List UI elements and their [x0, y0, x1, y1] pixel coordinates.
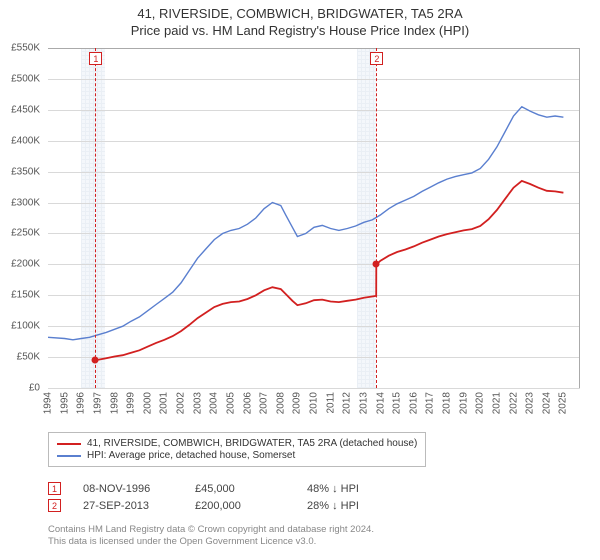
sale-dot — [92, 357, 99, 364]
y-tick-label: £550K — [11, 43, 40, 54]
x-tick-label: 2002 — [176, 392, 187, 414]
legend-box: 41, RIVERSIDE, COMBWICH, BRIDGWATER, TA5… — [48, 432, 426, 467]
transaction-marker: 2 — [48, 499, 61, 512]
y-tick-label: £200K — [11, 259, 40, 270]
x-tick-label: 2007 — [259, 392, 270, 414]
y-tick-label: £150K — [11, 290, 40, 301]
legend-item: HPI: Average price, detached house, Some… — [57, 450, 417, 461]
chart-container: 41, RIVERSIDE, COMBWICH, BRIDGWATER, TA5… — [0, 0, 600, 560]
transaction-date: 08-NOV-1996 — [83, 483, 173, 495]
footer-attribution: Contains HM Land Registry data © Crown c… — [48, 524, 374, 549]
x-tick-label: 2017 — [425, 392, 436, 414]
legend-label: HPI: Average price, detached house, Some… — [87, 450, 295, 461]
x-tick-label: 2024 — [541, 392, 552, 414]
y-tick-label: £50K — [17, 352, 40, 363]
legend-label: 41, RIVERSIDE, COMBWICH, BRIDGWATER, TA5… — [87, 438, 417, 449]
x-tick-label: 2010 — [309, 392, 320, 414]
legend-swatch — [57, 443, 81, 445]
title-subtitle: Price paid vs. HM Land Registry's House … — [0, 23, 600, 38]
x-tick-label: 2012 — [342, 392, 353, 414]
hpi-line — [48, 107, 563, 340]
x-tick-label: 2004 — [209, 392, 220, 414]
x-tick-label: 2008 — [275, 392, 286, 414]
x-tick-label: 2014 — [375, 392, 386, 414]
y-tick-label: £450K — [11, 104, 40, 115]
x-tick-label: 2018 — [442, 392, 453, 414]
y-axis-labels: £0£50K£100K£150K£200K£250K£300K£350K£400… — [0, 48, 44, 388]
x-tick-label: 2016 — [408, 392, 419, 414]
x-tick-label: 1995 — [59, 392, 70, 414]
x-tick-label: 2009 — [292, 392, 303, 414]
y-tick-label: £100K — [11, 321, 40, 332]
x-tick-label: 1999 — [126, 392, 137, 414]
x-tick-label: 2020 — [475, 392, 486, 414]
y-tick-label: £400K — [11, 135, 40, 146]
price_paid-line — [95, 181, 563, 360]
transaction-row: 1 08-NOV-1996 £45,000 48% ↓ HPI — [48, 482, 397, 495]
y-tick-label: £250K — [11, 228, 40, 239]
transaction-rows: 1 08-NOV-1996 £45,000 48% ↓ HPI 2 27-SEP-2013… — [48, 478, 397, 516]
footer-line-1: Contains HM Land Registry data © Crown c… — [48, 524, 374, 536]
plot-area: 12 — [48, 48, 580, 388]
x-tick-label: 2011 — [325, 392, 336, 414]
legend-swatch — [57, 455, 81, 457]
legend-item: 41, RIVERSIDE, COMBWICH, BRIDGWATER, TA5… — [57, 438, 417, 449]
x-tick-label: 1997 — [92, 392, 103, 414]
transaction-delta: 28% ↓ HPI — [307, 500, 397, 512]
x-tick-label: 2005 — [225, 392, 236, 414]
sale-marker-box: 2 — [370, 52, 383, 65]
x-tick-label: 2000 — [142, 392, 153, 414]
transaction-delta: 48% ↓ HPI — [307, 483, 397, 495]
y-tick-label: £350K — [11, 166, 40, 177]
x-tick-label: 2003 — [192, 392, 203, 414]
x-tick-label: 1994 — [43, 392, 54, 414]
x-tick-label: 2021 — [491, 392, 502, 414]
y-tick-label: £0 — [29, 383, 40, 394]
transaction-marker: 1 — [48, 482, 61, 495]
x-tick-label: 2006 — [242, 392, 253, 414]
y-tick-label: £300K — [11, 197, 40, 208]
x-tick-label: 1996 — [76, 392, 87, 414]
x-tick-label: 1998 — [109, 392, 120, 414]
transaction-row: 2 27-SEP-2013 £200,000 28% ↓ HPI — [48, 499, 397, 512]
x-tick-label: 2001 — [159, 392, 170, 414]
y-tick-label: £500K — [11, 73, 40, 84]
transaction-date: 27-SEP-2013 — [83, 500, 173, 512]
x-axis-labels: 1994199519961997199819992000200120022003… — [48, 390, 580, 430]
x-tick-label: 2015 — [392, 392, 403, 414]
title-address: 41, RIVERSIDE, COMBWICH, BRIDGWATER, TA5… — [0, 6, 600, 21]
transaction-price: £200,000 — [195, 500, 285, 512]
transaction-price: £45,000 — [195, 483, 285, 495]
x-tick-label: 2013 — [358, 392, 369, 414]
x-tick-label: 2022 — [508, 392, 519, 414]
sale-marker-box: 1 — [89, 52, 102, 65]
x-tick-label: 2023 — [525, 392, 536, 414]
x-tick-label: 2019 — [458, 392, 469, 414]
x-tick-label: 2025 — [558, 392, 569, 414]
sale-dot — [373, 261, 380, 268]
line-series — [48, 48, 580, 388]
footer-line-2: This data is licensed under the Open Gov… — [48, 536, 374, 548]
titles: 41, RIVERSIDE, COMBWICH, BRIDGWATER, TA5… — [0, 0, 600, 38]
